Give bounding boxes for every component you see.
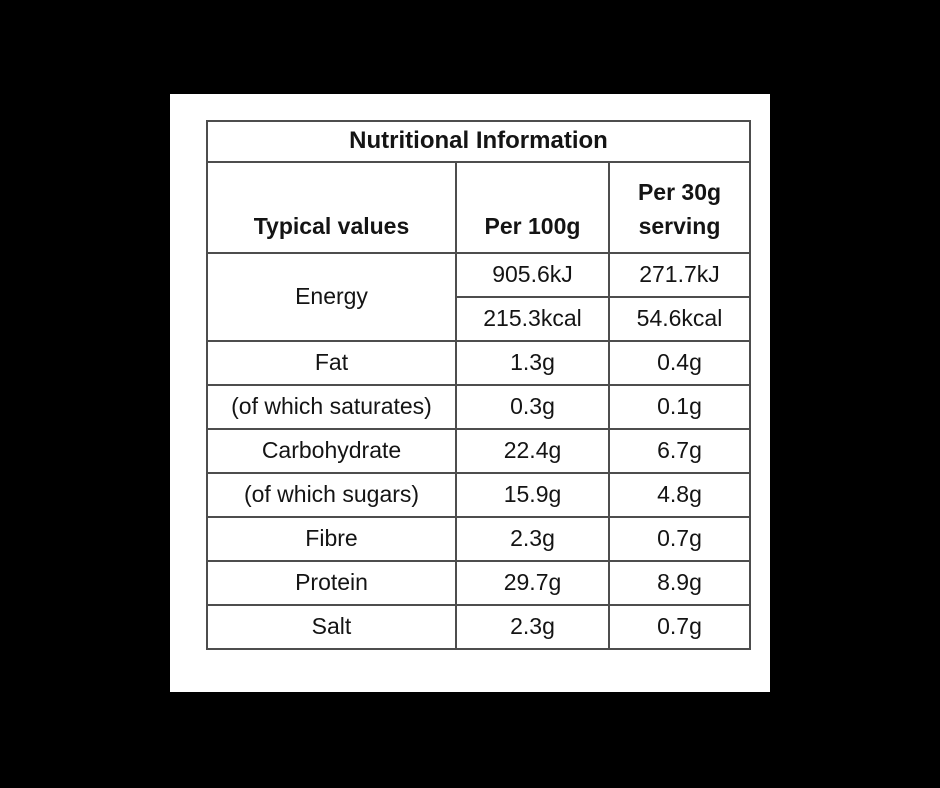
cell-energy-kcal-per-serving: 54.6kcal [608,296,751,342]
energy-kcal-row: 215.3kcal 54.6kcal [207,296,751,342]
table-row-salt: Salt 2.3g 0.7g [206,604,751,650]
cell-fat-per-serving: 0.4g [608,340,751,386]
table-row-fat: Fat 1.3g 0.4g [206,340,751,386]
cell-fat-per-100g: 1.3g [455,340,610,386]
cell-energy-kj-per-100g: 905.6kJ [455,252,610,298]
cell-fibre-per-serving: 0.7g [608,516,751,562]
cell-sugars-per-100g: 15.9g [455,472,610,518]
column-header-per-30g-serving: Per 30g serving [608,161,751,254]
table-row-protein: Protein 29.7g 8.9g [206,560,751,606]
header-row: Typical values Per 100g Per 30g serving [206,161,751,254]
row-label-carbohydrate: Carbohydrate [206,428,457,474]
cell-salt-per-100g: 2.3g [455,604,610,650]
nutrition-table: Nutritional Information Typical values P… [206,120,751,650]
cell-sugars-per-serving: 4.8g [608,472,751,518]
row-label-fibre: Fibre [206,516,457,562]
row-label-energy: Energy [206,252,457,342]
table-title: Nutritional Information [206,120,751,163]
column-header-per-100g: Per 100g [455,161,610,254]
row-label-protein: Protein [206,560,457,606]
table-row-carbohydrate: Carbohydrate 22.4g 6.7g [206,428,751,474]
energy-kj-row: Energy 905.6kJ 271.7kJ [206,252,751,342]
cell-saturates-per-100g: 0.3g [455,384,610,430]
row-label-sugars: (of which sugars) [206,472,457,518]
cell-fibre-per-100g: 2.3g [455,516,610,562]
row-label-fat: Fat [206,340,457,386]
cell-saturates-per-serving: 0.1g [608,384,751,430]
cell-energy-kj-per-serving: 271.7kJ [608,252,751,298]
cell-salt-per-serving: 0.7g [608,604,751,650]
column-header-typical-values: Typical values [206,161,457,254]
row-label-salt: Salt [206,604,457,650]
cell-protein-per-100g: 29.7g [455,560,610,606]
cell-energy-kcal-per-100g: 215.3kcal [455,296,610,342]
nutrition-panel: Nutritional Information Typical values P… [170,94,770,692]
row-label-saturates: (of which saturates) [206,384,457,430]
cell-carbohydrate-per-100g: 22.4g [455,428,610,474]
title-row: Nutritional Information [206,120,751,163]
table-row-saturates: (of which saturates) 0.3g 0.1g [206,384,751,430]
table-row-fibre: Fibre 2.3g 0.7g [206,516,751,562]
table-row-sugars: (of which sugars) 15.9g 4.8g [206,472,751,518]
cell-carbohydrate-per-serving: 6.7g [608,428,751,474]
cell-protein-per-serving: 8.9g [608,560,751,606]
